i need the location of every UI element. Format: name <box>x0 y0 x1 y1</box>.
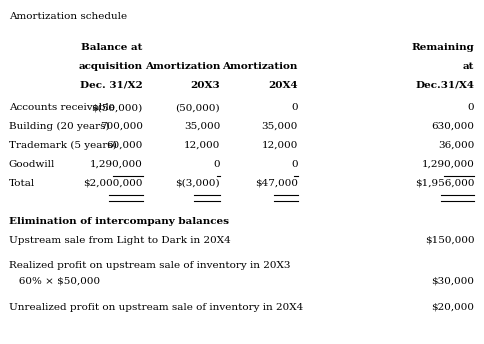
Text: 60,000: 60,000 <box>106 141 143 150</box>
Text: 1,290,000: 1,290,000 <box>90 160 143 169</box>
Text: at: at <box>463 62 474 71</box>
Text: acquisition: acquisition <box>79 62 143 71</box>
Text: Upstream sale from Light to Dark in 20X4: Upstream sale from Light to Dark in 20X4 <box>9 236 230 245</box>
Text: Remaining: Remaining <box>411 43 474 52</box>
Text: Dec.31/X4: Dec.31/X4 <box>415 81 474 90</box>
Text: 35,000: 35,000 <box>184 122 220 131</box>
Text: 0: 0 <box>213 160 220 169</box>
Text: 0: 0 <box>291 103 298 112</box>
Text: Dec. 31/X2: Dec. 31/X2 <box>80 81 143 90</box>
Text: $150,000: $150,000 <box>424 236 474 245</box>
Text: Balance at: Balance at <box>81 43 143 52</box>
Text: 60% × $50,000: 60% × $50,000 <box>9 277 100 286</box>
Text: $(50,000): $(50,000) <box>91 103 143 112</box>
Text: 20X3: 20X3 <box>191 81 220 90</box>
Text: Elimination of intercompany balances: Elimination of intercompany balances <box>9 217 229 226</box>
Text: 700,000: 700,000 <box>100 122 143 131</box>
Text: (50,000): (50,000) <box>176 103 220 112</box>
Text: 36,000: 36,000 <box>438 141 474 150</box>
Text: Goodwill: Goodwill <box>9 160 55 169</box>
Text: Realized profit on upstream sale of inventory in 20X3: Realized profit on upstream sale of inve… <box>9 261 290 270</box>
Text: 35,000: 35,000 <box>261 122 298 131</box>
Text: 1,290,000: 1,290,000 <box>422 160 474 169</box>
Text: Amortization schedule: Amortization schedule <box>9 12 127 21</box>
Text: 0: 0 <box>291 160 298 169</box>
Text: 12,000: 12,000 <box>261 141 298 150</box>
Text: 0: 0 <box>468 103 474 112</box>
Text: Amortization: Amortization <box>222 62 298 71</box>
Text: Trademark (5 years): Trademark (5 years) <box>9 141 117 150</box>
Text: Total: Total <box>9 179 35 188</box>
Text: Building (20 years): Building (20 years) <box>9 122 109 131</box>
Text: $47,000: $47,000 <box>255 179 298 188</box>
Text: 20X4: 20X4 <box>268 81 298 90</box>
Text: Amortization: Amortization <box>145 62 220 71</box>
Text: $1,956,000: $1,956,000 <box>415 179 474 188</box>
Text: $2,000,000: $2,000,000 <box>83 179 143 188</box>
Text: 12,000: 12,000 <box>184 141 220 150</box>
Text: $(3,000): $(3,000) <box>176 179 220 188</box>
Text: $20,000: $20,000 <box>431 303 474 312</box>
Text: 630,000: 630,000 <box>431 122 474 131</box>
Text: Accounts receivable: Accounts receivable <box>9 103 115 112</box>
Text: Unrealized profit on upstream sale of inventory in 20X4: Unrealized profit on upstream sale of in… <box>9 303 303 312</box>
Text: $30,000: $30,000 <box>431 277 474 286</box>
